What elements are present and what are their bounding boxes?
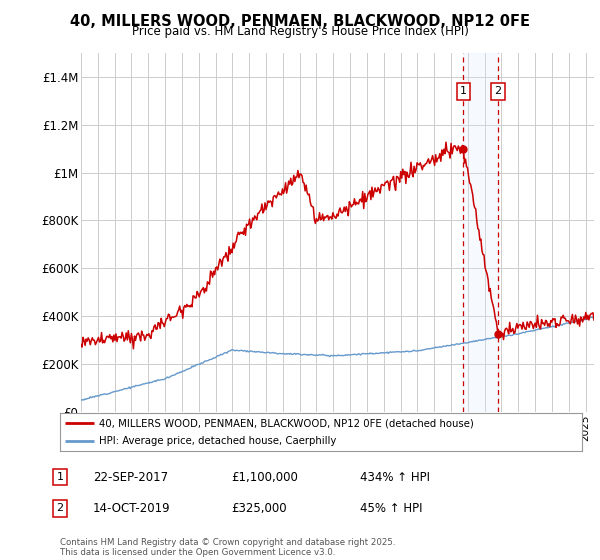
Bar xyxy=(463,53,498,412)
Text: 1: 1 xyxy=(460,86,467,96)
Text: Price paid vs. HM Land Registry's House Price Index (HPI): Price paid vs. HM Land Registry's House … xyxy=(131,25,469,38)
Text: 2: 2 xyxy=(494,86,502,96)
Text: £1,100,000: £1,100,000 xyxy=(231,470,298,484)
Text: HPI: Average price, detached house, Caerphilly: HPI: Average price, detached house, Caer… xyxy=(99,436,337,446)
Text: 22-SEP-2017: 22-SEP-2017 xyxy=(93,470,168,484)
Text: 40, MILLERS WOOD, PENMAEN, BLACKWOOD, NP12 0FE: 40, MILLERS WOOD, PENMAEN, BLACKWOOD, NP… xyxy=(70,14,530,29)
Text: 40, MILLERS WOOD, PENMAEN, BLACKWOOD, NP12 0FE (detached house): 40, MILLERS WOOD, PENMAEN, BLACKWOOD, NP… xyxy=(99,418,474,428)
Text: 2: 2 xyxy=(56,503,64,514)
Text: 14-OCT-2019: 14-OCT-2019 xyxy=(93,502,170,515)
Text: Contains HM Land Registry data © Crown copyright and database right 2025.
This d: Contains HM Land Registry data © Crown c… xyxy=(60,538,395,557)
Text: 434% ↑ HPI: 434% ↑ HPI xyxy=(360,470,430,484)
Text: £325,000: £325,000 xyxy=(231,502,287,515)
Text: 45% ↑ HPI: 45% ↑ HPI xyxy=(360,502,422,515)
Text: 1: 1 xyxy=(56,472,64,482)
